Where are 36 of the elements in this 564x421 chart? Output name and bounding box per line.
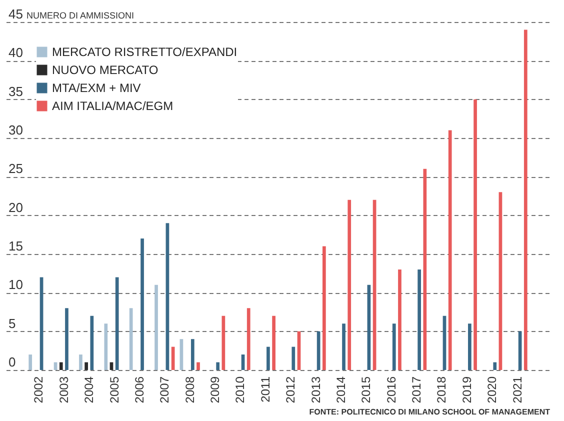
y-tick-label: 10 bbox=[8, 277, 23, 292]
y-tick-label: 30 bbox=[8, 122, 23, 138]
x-tick-label: 2002 bbox=[32, 376, 46, 404]
y-tick-label: 15 bbox=[8, 238, 23, 254]
x-tick-label: 2016 bbox=[384, 376, 398, 404]
x-tick-label: 2005 bbox=[107, 376, 122, 404]
source-note: FONTE: POLITECNICO DI MILANO SCHOOL OF MANAGEMENT bbox=[309, 408, 550, 417]
legend-label: MTA/EXM + MIV bbox=[52, 81, 141, 95]
y-tick-label: 0 bbox=[8, 354, 16, 370]
x-tick-label: 2017 bbox=[410, 376, 424, 404]
x-tick-label: 2012 bbox=[284, 376, 298, 404]
legend-label: AIM ITALIA/MAC/EGM bbox=[52, 99, 174, 113]
y-tick-label: 40 bbox=[8, 45, 23, 60]
x-tick-label: 2011 bbox=[258, 376, 272, 402]
x-tick-label: 2009 bbox=[208, 376, 222, 404]
y-tick-label: 25 bbox=[8, 161, 23, 176]
x-tick-label: 2013 bbox=[308, 376, 323, 404]
x-tick-label: 2008 bbox=[182, 376, 197, 404]
y-tick-label: 20 bbox=[8, 200, 23, 215]
x-tick-label: 2015 bbox=[359, 376, 374, 404]
y-axis-title: NUMERO DI AMMISSIONI bbox=[26, 10, 134, 20]
x-tick-label: 2018 bbox=[434, 376, 449, 404]
legend-label: MERCATO RISTRETTO/EXPANDI bbox=[52, 45, 238, 59]
x-tick-label: 2014 bbox=[334, 376, 348, 404]
x-tick-label: 2003 bbox=[56, 376, 71, 404]
x-tick-label: 2006 bbox=[132, 376, 146, 404]
x-tick-label: 2019 bbox=[460, 376, 474, 404]
legend-label: NUOVO MERCATO bbox=[52, 63, 158, 77]
y-tick-label: 45 bbox=[8, 6, 23, 22]
x-tick-label: 2010 bbox=[233, 376, 248, 404]
x-tick-label: 2004 bbox=[82, 376, 96, 404]
x-tick-label: 2021 bbox=[510, 376, 524, 404]
x-tick-label: 2007 bbox=[158, 376, 172, 404]
x-tick-label: 2020 bbox=[485, 376, 500, 404]
y-tick-label: 5 bbox=[8, 316, 16, 331]
y-tick-label: 35 bbox=[8, 84, 23, 99]
